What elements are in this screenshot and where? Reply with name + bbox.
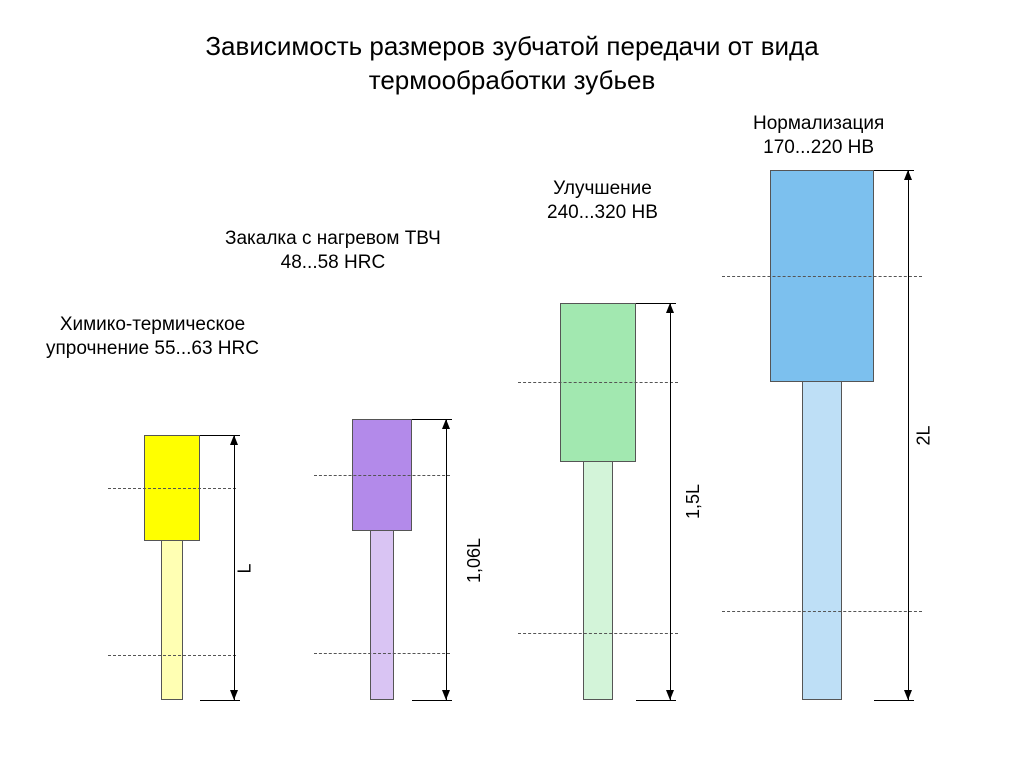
dim-ext-tvch-bot	[412, 700, 452, 701]
dim-arrow-bot-improve	[666, 690, 674, 700]
dim-label-improve: 1,5L	[683, 484, 704, 519]
shaft-chem	[161, 541, 183, 700]
centerline-tvch-gear	[314, 475, 450, 476]
centerline-chem-gear	[108, 488, 236, 489]
centerline-norm-shaft	[722, 611, 922, 612]
page-title: Зависимость размеров зубчатой передачи о…	[0, 30, 1024, 98]
dim-arrow-bot-norm	[904, 690, 912, 700]
title-line1: Зависимость размеров зубчатой передачи о…	[205, 31, 818, 61]
dim-arrow-top-tvch	[442, 419, 450, 429]
label-chem-l2: упрочнение 55...63 HRC	[46, 338, 259, 359]
dim-ext-norm-bot	[874, 700, 914, 701]
title-line2: термообработки зубьев	[369, 65, 656, 95]
dim-line-tvch	[446, 419, 447, 700]
dim-label-norm: 2L	[914, 425, 935, 445]
dim-line-norm	[908, 170, 909, 700]
label-improve-l2: 240...320 HB	[547, 202, 658, 223]
dim-arrow-bot-chem	[230, 690, 238, 700]
dim-label-tvch: 1,06L	[464, 538, 485, 583]
shaft-improve	[583, 462, 613, 701]
dim-label-chem: L	[235, 563, 256, 573]
label-norm-l2: 170...220 HB	[763, 137, 874, 158]
dim-arrow-bot-tvch	[442, 690, 450, 700]
shaft-tvch	[370, 531, 394, 700]
centerline-norm-gear	[722, 276, 922, 277]
label-improve-l1: Улучшение	[553, 178, 652, 199]
label-chem: Химико-термическое упрочнение 55...63 HRC	[46, 313, 259, 361]
centerline-improve-shaft	[518, 633, 678, 634]
label-tvch-l1: Закалка с нагревом ТВЧ	[225, 228, 441, 249]
dim-ext-improve-bot	[636, 700, 676, 701]
dim-ext-chem-bot	[200, 700, 240, 701]
label-norm-l1: Нормализация	[753, 113, 884, 134]
centerline-tvch-shaft	[314, 653, 450, 654]
label-norm: Нормализация 170...220 HB	[753, 112, 884, 160]
centerline-chem-shaft	[108, 655, 236, 656]
label-chem-l1: Химико-термическое	[60, 314, 245, 335]
label-tvch: Закалка с нагревом ТВЧ 48...58 HRC	[225, 227, 441, 275]
dim-arrow-top-chem	[230, 435, 238, 445]
dim-line-improve	[670, 303, 671, 701]
centerline-improve-gear	[518, 382, 678, 383]
label-tvch-l2: 48...58 HRC	[281, 252, 386, 273]
label-improve: Улучшение 240...320 HB	[547, 177, 658, 225]
dim-arrow-top-improve	[666, 303, 674, 313]
shaft-norm	[802, 382, 842, 700]
dim-arrow-top-norm	[904, 170, 912, 180]
